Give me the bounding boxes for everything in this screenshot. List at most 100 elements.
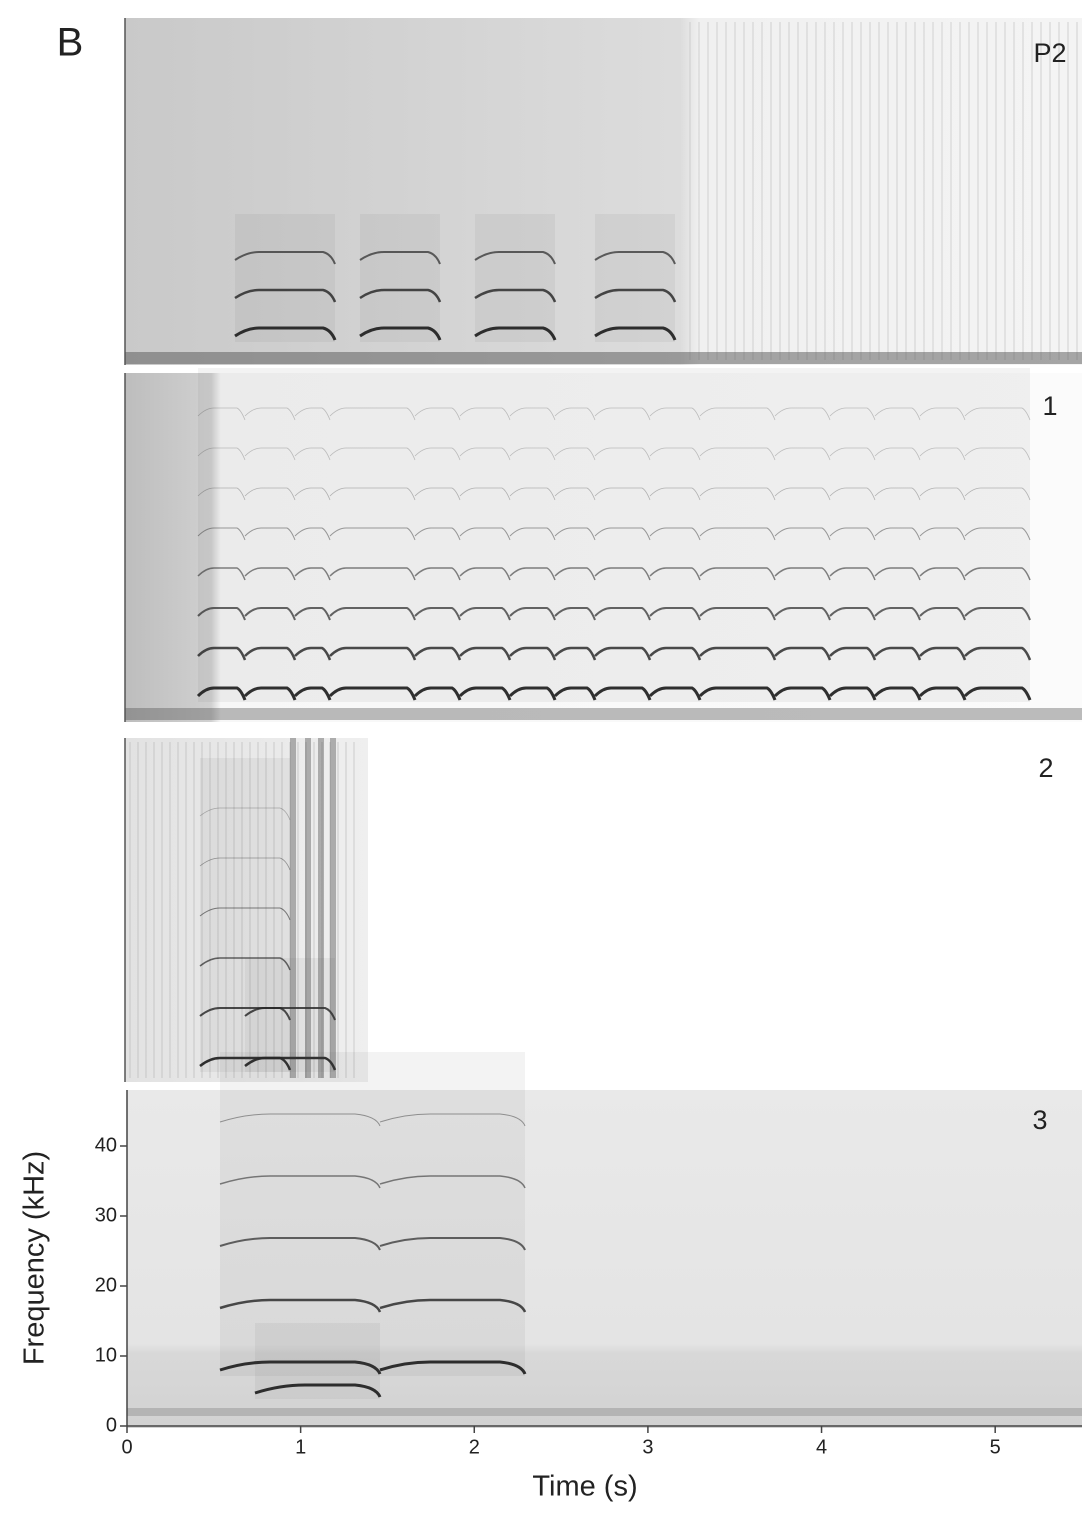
panel-label: 1 — [1042, 391, 1057, 421]
texture — [199, 807, 291, 821]
texture — [199, 1056, 292, 1071]
texture — [554, 447, 596, 461]
texture — [649, 487, 701, 501]
texture — [594, 407, 651, 421]
x-tick-label: 5 — [990, 1436, 1001, 1458]
texture — [219, 1175, 381, 1189]
texture — [595, 368, 650, 702]
texture — [196, 686, 247, 701]
texture — [244, 487, 296, 501]
texture — [254, 1383, 382, 1398]
texture — [649, 567, 701, 581]
texture — [554, 487, 596, 501]
texture — [919, 527, 966, 541]
texture — [874, 447, 921, 461]
texture — [964, 527, 1031, 541]
texture — [829, 407, 876, 421]
texture — [874, 646, 922, 661]
texture — [255, 1323, 380, 1399]
texture — [459, 607, 511, 621]
texture — [919, 407, 966, 421]
texture — [197, 527, 246, 541]
texture — [474, 251, 556, 265]
texture — [594, 487, 651, 501]
texture — [593, 686, 652, 701]
texture — [330, 738, 336, 1078]
texture — [874, 567, 921, 581]
texture — [234, 251, 336, 265]
spectrogram-panel — [127, 1090, 1082, 1428]
texture — [458, 686, 512, 701]
texture — [699, 407, 776, 421]
texture — [200, 758, 290, 1072]
texture — [199, 957, 291, 971]
texture — [127, 1408, 1082, 1416]
texture — [919, 447, 966, 461]
texture — [245, 958, 335, 1072]
texture — [649, 646, 702, 661]
texture — [774, 567, 831, 581]
texture — [219, 1113, 381, 1127]
texture — [244, 567, 296, 581]
texture — [459, 487, 511, 501]
texture — [509, 487, 556, 501]
texture — [415, 368, 460, 702]
texture — [508, 686, 557, 701]
texture — [830, 368, 875, 702]
texture — [294, 607, 331, 621]
panel-label: 3 — [1032, 1105, 1047, 1135]
texture — [774, 646, 832, 661]
texture — [318, 738, 324, 1078]
texture — [199, 857, 291, 871]
texture — [459, 527, 511, 541]
texture — [553, 686, 597, 701]
texture — [234, 288, 337, 303]
texture — [964, 447, 1031, 461]
texture — [510, 368, 555, 702]
texture — [199, 1007, 291, 1021]
texture — [555, 368, 595, 702]
texture — [198, 368, 245, 702]
texture — [829, 527, 876, 541]
texture — [874, 607, 921, 621]
texture — [244, 1007, 336, 1021]
texture — [244, 407, 296, 421]
texture — [329, 487, 416, 501]
texture — [700, 368, 775, 702]
texture — [294, 567, 331, 581]
texture — [874, 487, 921, 501]
texture — [220, 1052, 380, 1376]
texture — [699, 527, 776, 541]
texture — [594, 251, 676, 265]
texture — [330, 368, 415, 702]
texture — [294, 407, 331, 421]
spectrogram-content — [125, 22, 1082, 1416]
x-axis-title: Time (s) — [532, 1471, 637, 1503]
texture — [875, 368, 920, 702]
texture — [459, 646, 512, 661]
texture — [649, 407, 701, 421]
texture — [594, 607, 651, 621]
texture — [649, 527, 701, 541]
texture — [774, 607, 831, 621]
y-tick-label: 0 — [106, 1414, 117, 1436]
texture — [329, 567, 416, 581]
texture — [699, 607, 776, 621]
spectrogram-panel — [125, 18, 1082, 365]
texture — [774, 527, 831, 541]
texture — [305, 738, 311, 1078]
texture — [874, 527, 921, 541]
texture — [920, 368, 965, 702]
texture — [359, 326, 442, 341]
texture — [234, 326, 337, 341]
texture — [379, 1360, 527, 1375]
texture — [245, 368, 295, 702]
texture — [964, 407, 1031, 421]
texture — [829, 646, 877, 661]
texture — [328, 686, 417, 701]
texture — [243, 686, 297, 701]
texture — [964, 607, 1031, 621]
texture — [294, 487, 331, 501]
x-tick-label: 2 — [469, 1436, 480, 1458]
texture — [329, 646, 417, 661]
